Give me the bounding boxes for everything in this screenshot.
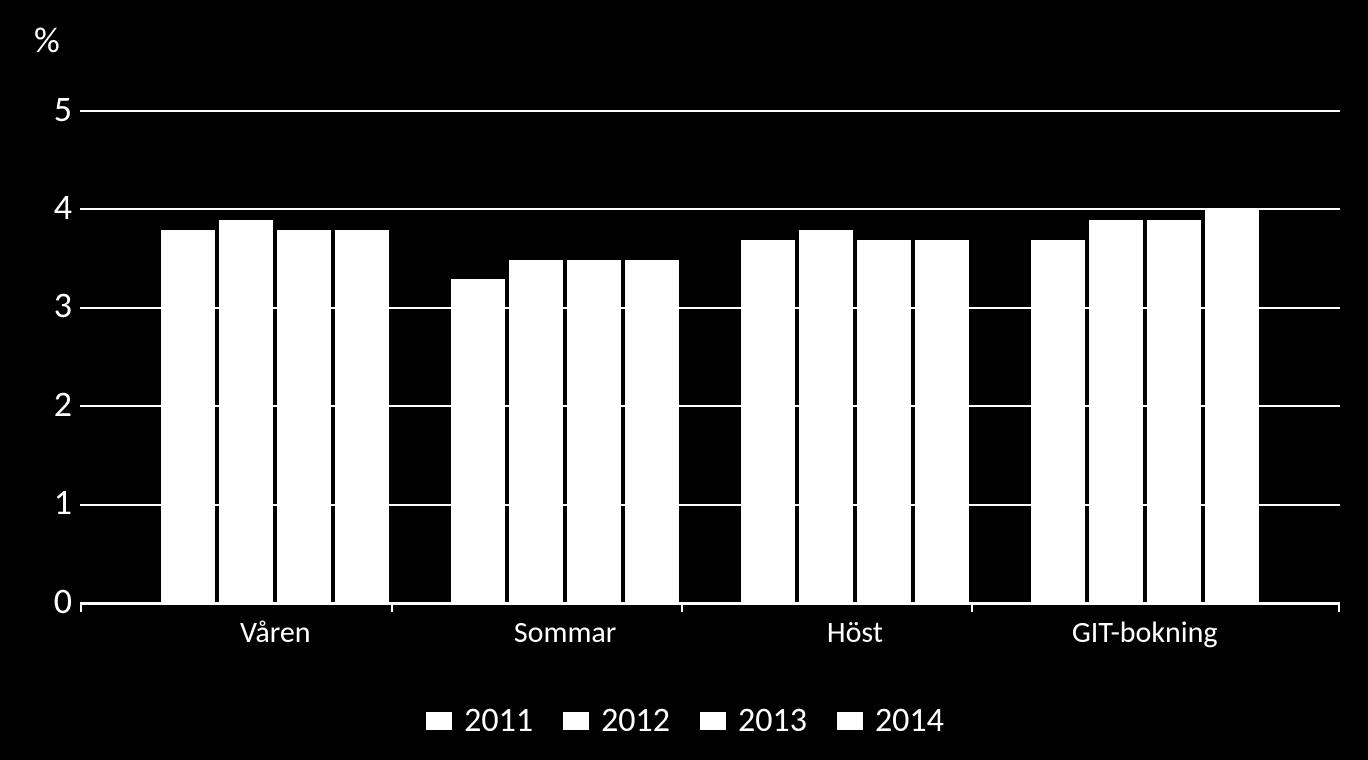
y-tick-label: 0 (22, 579, 72, 623)
legend-label: 2011 (464, 700, 533, 741)
gridline (80, 405, 1340, 407)
legend-swatch (835, 710, 865, 732)
bar (623, 258, 681, 602)
bar (797, 228, 855, 602)
x-tick-mark (391, 602, 393, 612)
legend-swatch (698, 710, 728, 732)
x-category-label: GIT-bokning (1000, 614, 1290, 651)
y-tick-label: 2 (22, 382, 72, 426)
gridline (80, 307, 1340, 309)
x-tick-mark (971, 602, 973, 612)
bar (159, 228, 217, 602)
bar (1029, 238, 1087, 602)
legend-item: 2012 (561, 700, 670, 741)
bar-chart: % VårenSommarHöstGIT-bokning 20112012201… (0, 0, 1368, 760)
y-tick-label: 4 (22, 185, 72, 229)
bar (507, 258, 565, 602)
bar (1145, 218, 1203, 602)
x-category-label: Höst (710, 614, 1000, 651)
bar (855, 238, 913, 602)
x-axis-baseline (80, 602, 1340, 605)
x-tick-mark (681, 602, 683, 612)
bar (275, 228, 333, 602)
legend-item: 2014 (835, 700, 944, 741)
legend-label: 2013 (738, 700, 807, 741)
bar (1087, 218, 1145, 602)
bar (217, 218, 275, 602)
legend-swatch (424, 710, 454, 732)
legend-label: 2014 (875, 700, 944, 741)
legend-item: 2011 (424, 700, 533, 741)
bar (565, 258, 623, 602)
legend: 2011 2012 2013 2014 (0, 700, 1368, 741)
x-category-label: Sommar (420, 614, 710, 651)
gridline (80, 110, 1340, 112)
y-tick-label: 5 (22, 87, 72, 131)
gridline (80, 208, 1340, 210)
legend-item: 2013 (698, 700, 807, 741)
legend-label: 2012 (601, 700, 670, 741)
y-axis-unit-label: % (34, 18, 60, 62)
bar (449, 277, 507, 602)
gridline (80, 504, 1340, 506)
y-tick-label: 1 (22, 480, 72, 524)
bars-layer (80, 110, 1340, 602)
bar (913, 238, 971, 602)
x-tick-mark (1338, 602, 1340, 612)
x-tick-mark (80, 602, 82, 612)
legend-swatch (561, 710, 591, 732)
bar (739, 238, 797, 602)
bar (333, 228, 391, 602)
x-category-label: Våren (130, 614, 420, 651)
plot-area: VårenSommarHöstGIT-bokning (80, 110, 1340, 602)
y-tick-label: 3 (22, 283, 72, 327)
